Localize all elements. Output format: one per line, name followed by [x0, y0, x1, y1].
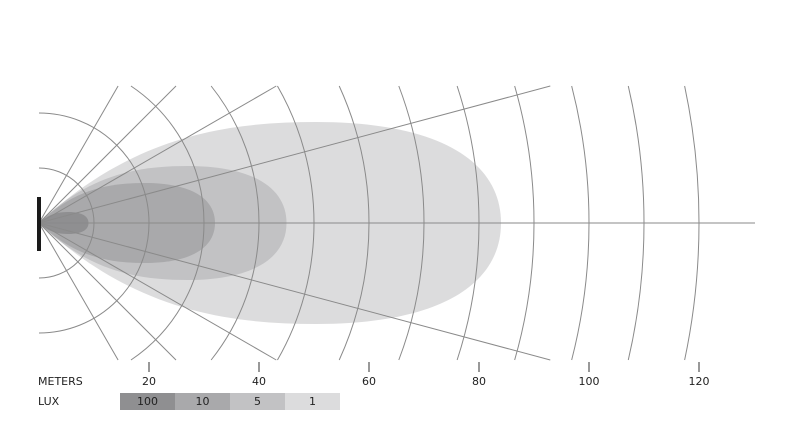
tick-label: 80 — [472, 375, 486, 388]
lux-legend: 100 10 5 1 — [120, 393, 340, 410]
legend-label: LUX — [38, 395, 60, 408]
radial-line-15 — [38, 85, 551, 224]
radial-line-45 — [38, 222, 177, 361]
radial-line-45 — [38, 85, 177, 224]
tick-label: 100 — [578, 375, 600, 388]
legend-swatch-5: 5 — [230, 393, 285, 410]
radial-line-60 — [38, 222, 119, 361]
tick-label: 120 — [688, 375, 710, 388]
tick-label: 60 — [362, 375, 376, 388]
radial-line-60 — [38, 85, 119, 224]
radial-line-30 — [38, 85, 277, 224]
legend-swatch-100: 100 — [120, 393, 175, 410]
legend-swatch-10: 10 — [175, 393, 230, 410]
radial-line-15 — [38, 222, 551, 361]
legend-swatch-1: 1 — [285, 393, 340, 410]
axis-label: METERS — [38, 375, 83, 388]
tick-label: 40 — [252, 375, 266, 388]
radial-line-30 — [38, 222, 277, 361]
tick-label: 20 — [142, 375, 156, 388]
emitter-bar — [37, 197, 41, 251]
